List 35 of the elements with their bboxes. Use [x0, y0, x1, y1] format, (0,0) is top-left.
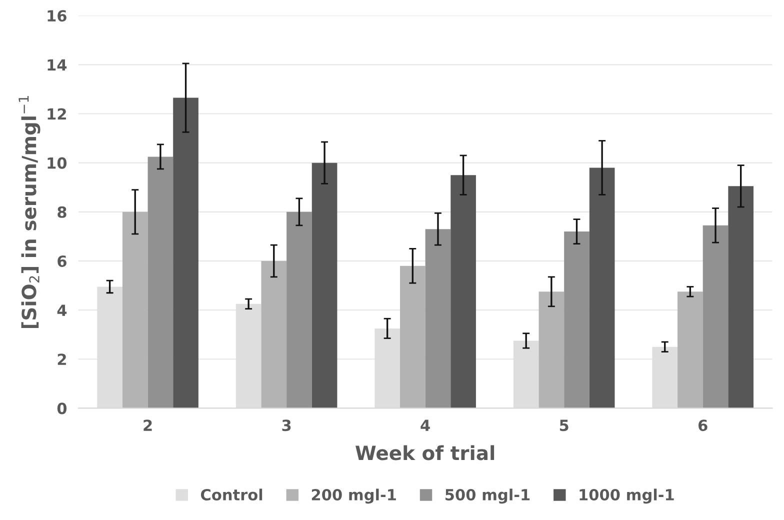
bar — [173, 98, 198, 408]
bar — [425, 229, 451, 408]
x-tick-label: 3 — [282, 420, 291, 432]
bar — [286, 212, 312, 408]
bar — [728, 186, 754, 408]
bar — [261, 260, 287, 408]
bar — [400, 266, 426, 408]
y-axis-title: [SiO$_{2}$] in serum/mgl$^{−1}$ — [18, 96, 40, 328]
legend-label: 200 mgl-1 — [312, 488, 396, 504]
y-tick-label: 16 — [48, 10, 66, 22]
bar — [148, 156, 174, 408]
bar — [702, 225, 728, 408]
y-tick-label: 2 — [58, 354, 66, 365]
bar — [538, 292, 564, 408]
y-tick-label: 4 — [57, 304, 67, 316]
bar — [450, 175, 476, 408]
y-tick-label: 12 — [48, 108, 66, 120]
y-tick-label: 6 — [58, 255, 66, 267]
legend-label: 500 mgl-1 — [446, 488, 530, 504]
y-tick-label: 10 — [48, 157, 67, 169]
legend-label: 1000 mgl-1 — [580, 488, 674, 504]
y-tick-label: 0 — [57, 402, 67, 414]
bar — [589, 168, 615, 408]
x-tick-label: 5 — [560, 420, 568, 432]
y-tick-label: 8 — [58, 206, 66, 218]
bar — [678, 292, 703, 408]
x-tick-label: 6 — [698, 420, 708, 432]
y-tick-label: 14 — [48, 59, 67, 70]
bar — [122, 212, 148, 408]
bar — [564, 232, 590, 408]
x-tick-label: 2 — [144, 420, 152, 431]
x-tick-label: 4 — [420, 420, 430, 431]
bar — [312, 162, 338, 408]
legend-label: Control — [200, 488, 262, 501]
x-axis-title: Week of trial — [356, 445, 494, 460]
